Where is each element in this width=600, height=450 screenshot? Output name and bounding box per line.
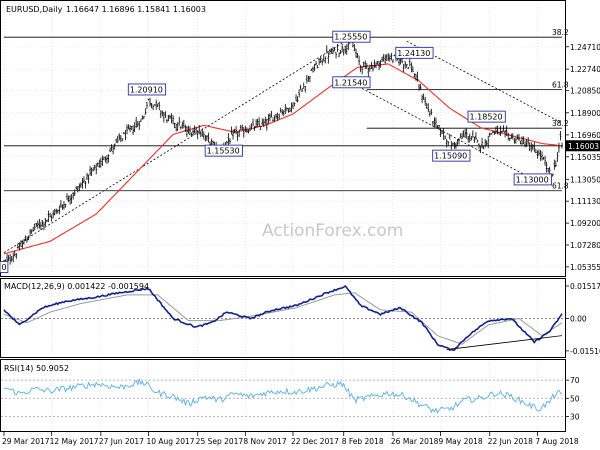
fib-level-label: 38.2 [552, 28, 569, 37]
rsi-panel-frame [0, 359, 566, 432]
trendline [3, 36, 352, 254]
macd-panel-title: MACD(12,26,9) 0.001422 -0.001594 [4, 282, 149, 291]
rsi-layer [1, 378, 565, 417]
price-annotation-box [513, 173, 552, 186]
macd-line [3, 284, 563, 352]
price-annotation-label: 1.21540 [334, 78, 367, 87]
fib-level-label: 61.8 [552, 81, 569, 90]
rsi-tick-label: 50 [570, 394, 580, 403]
price-annotation-box [204, 144, 243, 157]
current-price-box [566, 140, 600, 152]
annotations-layer: 1.25550 1.24130 1.21540 1.20910 1.15530 1.150… [0, 30, 600, 273]
price-annotation-label: 1.25550 [334, 33, 367, 42]
date-tick-label: 29 Mar 2017 [2, 437, 50, 446]
macd-tick-label: 0.00 [570, 315, 587, 324]
price-annotation-box [332, 30, 371, 43]
price-annotation-label: 0 [2, 263, 7, 272]
macd-tick-label: -0.015109 [570, 347, 600, 356]
price-tick-label: 1.15035 [570, 153, 600, 162]
macd-tick-label: 0.015176 [570, 282, 600, 291]
date-tick-label: 10 Aug 2017 [146, 437, 194, 446]
levels-layer: 38.2 61.8 38.2 61.8 [4, 28, 569, 192]
price-tick-label: 1.05355 [570, 263, 600, 272]
macd-panel-frame [0, 278, 566, 358]
date-tick-label: 22 Jun 2018 [488, 437, 533, 446]
axis-labels-layer: 1.24710 1.22740 1.20850 1.18900 1.16960 1.150… [2, 43, 600, 446]
price-tick-label: 1.13050 [570, 175, 600, 184]
price-annotation-box [432, 149, 471, 162]
price-annotation-label: 1.24130 [397, 49, 430, 58]
macd-layer [1, 284, 565, 352]
price-tick-label: 1.09200 [570, 219, 600, 228]
date-tick-label: 27 Jun 2017 [99, 437, 144, 446]
grid-layer [1, 4, 565, 430]
date-tick-label: 22 Dec 2017 [291, 437, 339, 446]
price-annotation-label: 1.20910 [130, 85, 163, 94]
date-tick-label: 7 Aug 2018 [535, 437, 578, 446]
rsi-line [3, 378, 563, 414]
ohlc-readout: 1.16647 1.16896 1.15841 1.16003 [66, 5, 206, 14]
price-annotation-box [395, 46, 434, 59]
date-tick-label: 26 Mar 2018 [391, 437, 439, 446]
macd-signal-line [3, 292, 563, 345]
date-tick-label: 25 Sep 2017 [196, 437, 244, 446]
price-tick-label: 1.24710 [570, 43, 600, 52]
current-price-label: 1.16003 [568, 142, 599, 151]
price-annotation-box [0, 261, 9, 273]
date-tick-label: 12 May 2017 [50, 437, 99, 446]
macd-trendline [446, 335, 563, 350]
price-annotation-label: 1.15090 [434, 152, 467, 161]
fib-level-label: 38.2 [552, 119, 569, 128]
rsi-panel-title: RSI(14) 50.9052 [4, 364, 69, 373]
price-annotation-box [127, 83, 167, 96]
date-tick-label: 8 Nov 2017 [243, 437, 286, 446]
price-annotation-box [332, 76, 371, 89]
watermark: ActionForex.com [262, 221, 403, 241]
price-tick-label: 1.16960 [570, 131, 600, 140]
rsi-tick-label: 70 [570, 376, 580, 385]
price-annotation-label: 1.18520 [470, 113, 503, 122]
price-tick-label: 1.20850 [570, 87, 600, 96]
price-annotation-box [467, 110, 506, 123]
price-panel-title: EURUSD,Daily [6, 5, 63, 14]
price-tick-label: 1.18900 [570, 109, 600, 118]
date-tick-label: 9 May 2018 [439, 437, 483, 446]
rsi-tick-label: 30 [570, 412, 580, 421]
date-tick-label: 8 Feb 2018 [342, 437, 384, 446]
price-tick-label: 1.07280 [570, 241, 600, 250]
price-annotation-label: 1.15530 [207, 147, 240, 156]
price-tick-label: 1.22740 [570, 65, 600, 74]
price-tick-label: 1.11130 [570, 197, 600, 206]
trendline [351, 82, 535, 181]
price-panel-frame [0, 0, 566, 277]
price-annotation-label: 1.13000 [516, 175, 549, 184]
fib-level-label: 61.8 [552, 182, 569, 191]
